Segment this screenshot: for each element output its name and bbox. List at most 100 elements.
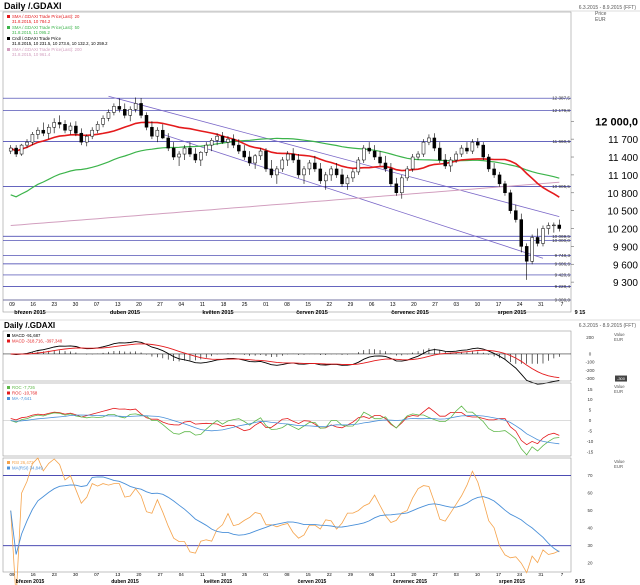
month-label: srpen 2015 — [498, 310, 527, 316]
candle-body — [204, 144, 208, 153]
month-label: červen 2015 — [296, 310, 328, 316]
candle-body — [41, 129, 46, 134]
x-tick-label: 25 — [242, 302, 248, 308]
level-label: 9 420,6 — [555, 272, 571, 277]
rsi-line — [10, 457, 560, 585]
price-axis: 12 387,5 12 179,8 11 660,6 10 905,5 10 069,5… — [552, 96, 638, 303]
candle-body — [378, 156, 382, 164]
candle-body — [535, 237, 540, 244]
candle-body — [481, 144, 485, 158]
y-tick-label: 70 — [587, 473, 593, 478]
y-tick-label: -100 — [585, 360, 595, 365]
legend-value: 31.8.2015, 11 095.2 — [12, 30, 51, 35]
candle-body — [101, 118, 105, 125]
candle-body — [280, 159, 285, 170]
y-tick-label: 11 100 — [608, 171, 638, 182]
y-tick-label: -5 — [588, 428, 592, 433]
x-tick-label: 15 — [306, 572, 312, 577]
candle-body — [36, 129, 40, 135]
x-tick-label: 30 — [73, 572, 79, 577]
candle-body — [220, 135, 225, 143]
x-axis-top: 09 16 23 30 07 13 20 27 04 11 18 25 01 08 15 22 29 06 13 20… — [3, 299, 585, 316]
x-tick-label: 08 — [284, 572, 290, 577]
legend-entry: RSI 26,472 — [12, 460, 34, 465]
candle-body — [519, 219, 524, 247]
x-tick-label: 06 — [369, 302, 375, 308]
candle-body — [182, 147, 187, 155]
month-label: květen 2015 — [202, 310, 233, 316]
x-tick-label: 13 — [115, 572, 121, 577]
candle-body — [291, 153, 295, 161]
x-tick-label: 11 — [200, 572, 205, 577]
level-label: 10 905,5 — [552, 184, 570, 189]
x-tick-label: 7 — [561, 572, 564, 577]
candle-body — [188, 147, 192, 155]
unit-label: EUR — [614, 464, 623, 469]
candle-body — [530, 237, 534, 262]
x-tick-label: 08 — [284, 302, 290, 308]
y-tick-label: 30 — [587, 543, 593, 548]
y-tick-label: 10 500 — [607, 207, 638, 218]
candle-body — [68, 125, 73, 131]
price-unit-label: Price — [595, 11, 607, 17]
candle-body — [302, 168, 306, 176]
legend-swatch — [7, 37, 10, 40]
legend-swatch — [7, 339, 10, 343]
candle-body — [438, 147, 442, 161]
candle-body — [323, 174, 328, 182]
y-tick-label: 40 — [587, 526, 593, 531]
candle-body — [508, 192, 513, 211]
month-label: duben 2015 — [111, 579, 139, 585]
x-tick-label: 18 — [221, 572, 227, 577]
legend-swatch — [7, 466, 10, 470]
candle-body — [14, 147, 18, 155]
candle-body — [486, 156, 491, 170]
candle-body — [503, 183, 507, 194]
candle-body — [465, 147, 469, 152]
value-tag — [615, 375, 627, 382]
x-tick-label: 29 — [348, 302, 354, 308]
candle-body — [144, 115, 149, 128]
lower-chart-title: Daily /.GDAXI — [4, 321, 55, 330]
candle-body — [166, 137, 170, 149]
candle-body — [345, 177, 350, 185]
legend-entry: MACD -91,687 — [12, 333, 41, 338]
candle-body — [367, 147, 371, 152]
unit-label: EUR — [614, 337, 623, 342]
y-tick-label: -15 — [587, 449, 594, 454]
x-tick-label: 10 — [475, 302, 481, 308]
candle-body — [459, 147, 464, 155]
candle-body — [448, 159, 453, 167]
candle-body — [557, 224, 562, 229]
candle-body — [193, 153, 198, 161]
x-tick-label: 04 — [179, 572, 185, 577]
candle-body — [139, 103, 143, 116]
candle-body — [237, 144, 241, 152]
x-tick-label: 30 — [73, 302, 79, 308]
x-tick-label: 04 — [178, 302, 184, 308]
macd-signal-line — [10, 343, 560, 379]
y-tick-label: 0 — [589, 418, 592, 423]
x-tick-label: 31 — [538, 572, 544, 577]
legend-entry: ROC -10,768 — [12, 391, 38, 396]
candle-body — [514, 210, 518, 220]
sma20-line — [10, 121, 560, 198]
macd-line — [10, 341, 560, 385]
legend-background — [6, 14, 118, 62]
rsi-ma-line — [10, 476, 560, 555]
x-tick-label: 22 — [327, 302, 333, 308]
x-tick-label: 17 — [496, 302, 502, 308]
candle-body — [177, 153, 181, 158]
candle-body — [242, 150, 247, 158]
candle-body — [52, 122, 56, 128]
candle-body — [155, 129, 160, 137]
x-tick-label: 24 — [517, 302, 523, 308]
candle-body — [74, 125, 78, 134]
candle-body — [497, 174, 502, 185]
candle-body — [443, 159, 447, 167]
candle-body — [85, 135, 89, 143]
chart-title: Daily /.GDAXI — [4, 1, 62, 11]
y-tick-label: 11 400 — [608, 153, 638, 164]
legend-swatch — [7, 15, 10, 18]
